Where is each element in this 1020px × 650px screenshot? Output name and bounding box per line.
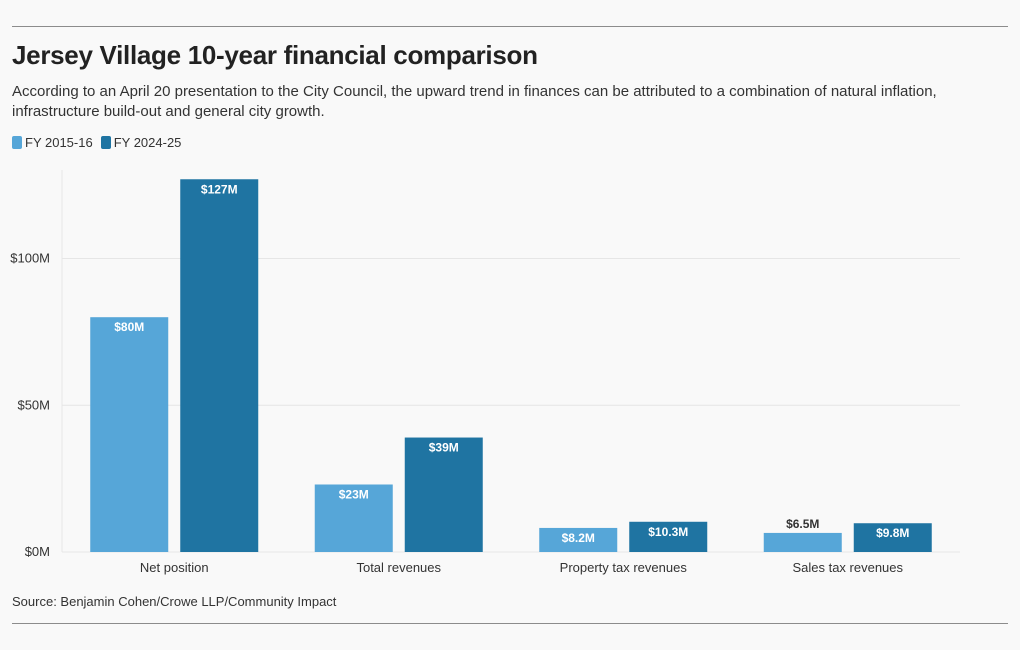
chart-title: Jersey Village 10-year financial compari… [12,40,538,70]
data-label-property-tax-revenues-series-1: $8.2M [562,531,595,545]
data-label-sales-tax-revenues-series-2: $9.8M [876,526,909,540]
bar-net-position-series-1 [90,317,169,552]
data-label-property-tax-revenues-series-2: $10.3M [648,525,688,539]
bar-chart: $0M $50M $100M $80M $127M Net position $23M $39… [10,170,960,575]
x-tick-label-sales-tax-revenues: Sales tax revenues [792,560,903,575]
bar-total-revenues-series-2 [404,437,483,552]
legend-swatch-fy-2024-25 [100,136,111,149]
y-tick-label-50: $50M [17,397,50,412]
x-tick-label-net-position: Net position [140,560,209,575]
chart-subtitle: According to an April 20 presentation to… [12,83,937,120]
legend-swatch-fy-2015-16 [12,136,22,149]
data-label-net-position-series-2: $127M [201,182,238,196]
legend-label-fy-2015-16: FY 2015-16 [25,135,93,150]
data-label-total-revenues-series-1: $23M [339,487,369,501]
bar-property-tax-revenues-series-2 [629,521,708,552]
y-tick-label-0: $0M [25,544,50,559]
x-tick-label-total-revenues: Total revenues [356,560,441,575]
legend-item-fy-2024-25[interactable]: FY 2024-25 [100,135,182,150]
bar-total-revenues-series-1 [314,484,393,552]
bar-sales-tax-revenues-series-2 [853,523,932,552]
y-tick-label-100: $100M [10,251,50,266]
legend-item-fy-2015-16[interactable]: FY 2015-16 [12,135,93,150]
x-tick-label-property-tax-revenues: Property tax revenues [560,560,688,575]
data-label-net-position-series-1: $80M [114,320,144,334]
legend-label-fy-2024-25: FY 2024-25 [113,135,182,150]
bar-net-position-series-2 [180,179,259,552]
data-label-total-revenues-series-2: $39M [429,441,459,455]
bottom-rule [12,623,1008,624]
bar-property-tax-revenues-series-1 [539,527,618,552]
legend: FY 2015-16 FY 2024-25 [12,135,189,150]
bar-sales-tax-revenues-series-1 [763,532,842,552]
data-label-sales-tax-revenues-series-1: $6.5M [786,517,819,531]
source-note: Source: Benjamin Cohen/Crowe LLP/Communi… [12,594,337,609]
top-rule [12,26,1008,27]
